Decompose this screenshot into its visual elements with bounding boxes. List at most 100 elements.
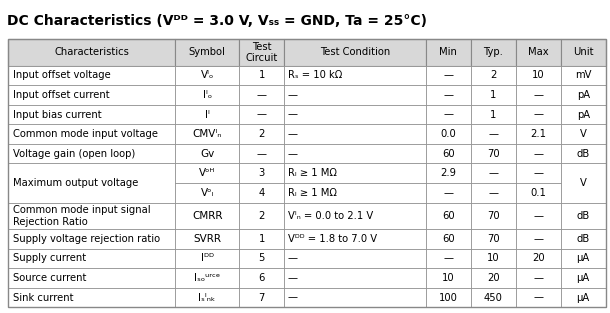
Bar	[175, 163, 239, 183]
Bar	[175, 144, 239, 163]
Bar	[284, 288, 426, 307]
Bar	[515, 183, 561, 203]
Text: —: —	[288, 293, 298, 303]
Bar	[515, 268, 561, 288]
Bar	[8, 163, 175, 203]
Bar	[561, 39, 606, 65]
Text: —: —	[257, 149, 267, 159]
Text: pA: pA	[576, 110, 590, 120]
Text: Gv: Gv	[200, 149, 214, 159]
Bar	[426, 288, 471, 307]
Text: Test
Circuit: Test Circuit	[246, 42, 278, 63]
Text: 1: 1	[490, 90, 497, 100]
Text: 6: 6	[259, 273, 265, 283]
Bar	[175, 85, 239, 105]
Bar	[175, 105, 239, 124]
Bar	[471, 288, 515, 307]
Text: 0.0: 0.0	[440, 129, 456, 139]
Text: Vᵒᴴ: Vᵒᴴ	[199, 168, 215, 178]
Bar	[471, 85, 515, 105]
Text: 70: 70	[487, 211, 500, 221]
Text: —: —	[443, 110, 453, 120]
Text: mV: mV	[575, 70, 592, 80]
Bar	[284, 163, 426, 183]
Text: —: —	[288, 110, 298, 120]
Text: dB: dB	[576, 234, 590, 244]
Text: 2.1: 2.1	[530, 129, 546, 139]
Text: Iᴰᴰ: Iᴰᴰ	[201, 254, 213, 264]
Text: —: —	[257, 90, 267, 100]
Text: —: —	[443, 254, 453, 264]
Bar	[471, 144, 515, 163]
Text: CMVᴵₙ: CMVᴵₙ	[193, 129, 222, 139]
Bar	[239, 144, 284, 163]
Bar	[471, 124, 515, 144]
Text: Max: Max	[528, 47, 548, 57]
Text: 1: 1	[259, 234, 265, 244]
Bar	[8, 144, 175, 163]
Text: 60: 60	[442, 234, 454, 244]
Bar	[239, 268, 284, 288]
Bar	[515, 163, 561, 183]
Text: 2: 2	[259, 129, 265, 139]
Text: 20: 20	[487, 273, 500, 283]
Bar	[284, 124, 426, 144]
Bar	[515, 249, 561, 268]
Text: Supply current: Supply current	[13, 254, 86, 264]
Bar	[175, 124, 239, 144]
Text: —: —	[443, 90, 453, 100]
Bar	[284, 85, 426, 105]
Bar	[284, 183, 426, 203]
Bar	[515, 229, 561, 249]
Bar	[561, 124, 606, 144]
Bar	[471, 105, 515, 124]
Text: μA: μA	[576, 254, 590, 264]
Text: Test Condition: Test Condition	[320, 47, 390, 57]
Bar	[8, 229, 175, 249]
Text: V: V	[580, 178, 587, 188]
Bar	[175, 203, 239, 229]
Text: 10: 10	[487, 254, 500, 264]
Text: —: —	[443, 70, 453, 80]
Text: Iᴵₒ: Iᴵₒ	[203, 90, 212, 100]
Bar	[426, 144, 471, 163]
Text: Vᴵₒ: Vᴵₒ	[201, 70, 214, 80]
Text: Vᵒₗ: Vᵒₗ	[201, 188, 213, 198]
Text: 70: 70	[487, 234, 500, 244]
Bar	[239, 288, 284, 307]
Bar	[284, 39, 426, 65]
Bar	[426, 105, 471, 124]
Bar	[471, 39, 515, 65]
Text: 4: 4	[259, 188, 265, 198]
Bar	[239, 249, 284, 268]
Bar	[561, 85, 606, 105]
Text: Voltage gain (open loop): Voltage gain (open loop)	[13, 149, 135, 159]
Bar	[239, 65, 284, 85]
Text: V: V	[580, 129, 587, 139]
Text: —: —	[488, 188, 498, 198]
Bar	[239, 183, 284, 203]
Text: —: —	[533, 234, 544, 244]
Text: —: —	[257, 110, 267, 120]
Text: —: —	[288, 129, 298, 139]
Bar	[239, 163, 284, 183]
Text: Maximum output voltage: Maximum output voltage	[13, 178, 138, 188]
Bar	[426, 124, 471, 144]
Bar	[239, 124, 284, 144]
Text: Iₛᴵₙₖ: Iₛᴵₙₖ	[198, 293, 216, 303]
Text: —: —	[288, 273, 298, 283]
Bar	[239, 203, 284, 229]
Bar	[284, 65, 426, 85]
Bar	[561, 229, 606, 249]
Text: Symbol: Symbol	[188, 47, 226, 57]
Text: Common mode input signal
Rejection Ratio: Common mode input signal Rejection Ratio	[13, 205, 150, 227]
Bar	[515, 203, 561, 229]
Text: Unit: Unit	[573, 47, 594, 57]
Bar	[284, 105, 426, 124]
Bar	[284, 229, 426, 249]
Bar	[175, 183, 239, 203]
Text: Min: Min	[439, 47, 457, 57]
Text: 3: 3	[259, 168, 265, 178]
Bar	[284, 203, 426, 229]
Text: —: —	[443, 188, 453, 198]
